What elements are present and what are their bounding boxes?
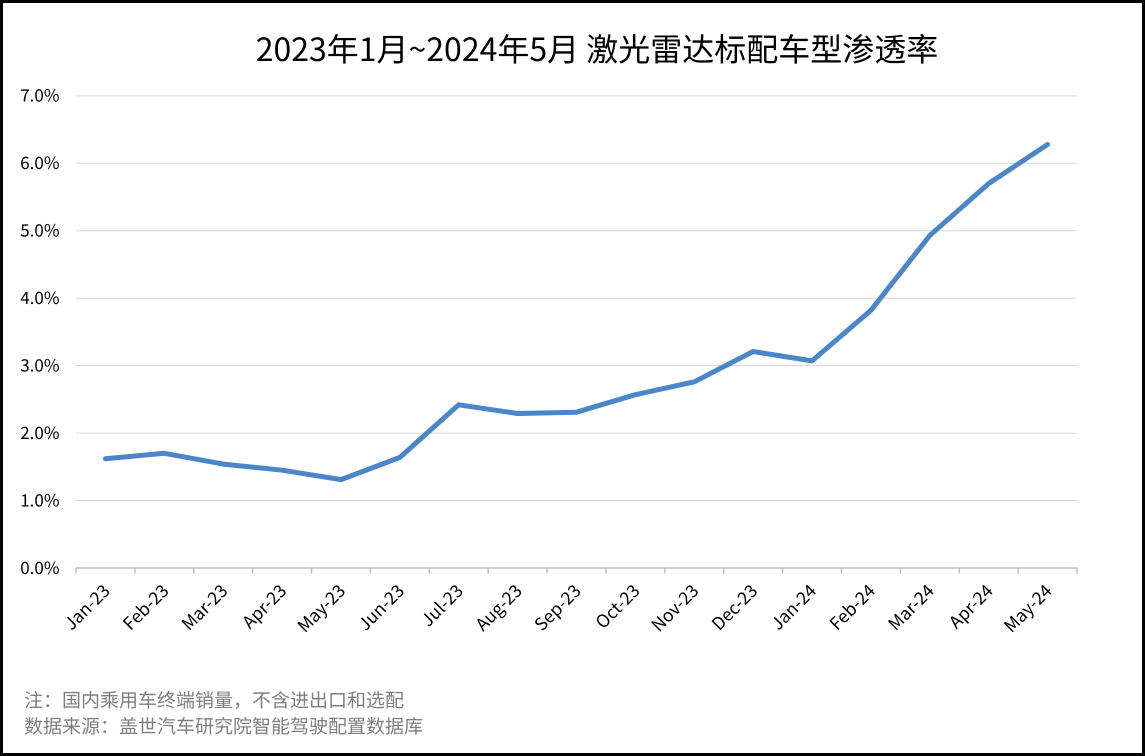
x-axis-tick-label: May-23	[292, 579, 351, 638]
note-source-text: 数据来源：盖世汽车研究院智能驾驶配置数据库	[24, 711, 424, 739]
y-axis-tick-label: 2.0%	[20, 419, 59, 444]
y-axis-tick-labels: 0.0% 1.0% 2.0% 3.0% 4.0% 5.0% 6.0% 7.0%	[20, 82, 59, 579]
series-line	[102, 141, 1051, 483]
y-axis-tick-label: 7.0%	[20, 82, 59, 107]
y-axis-tick-label: 0.0%	[20, 554, 59, 579]
x-axis-tick-label: Sep-23	[529, 579, 587, 637]
x-axis-tick-label: Feb-23	[117, 579, 174, 636]
x-axis-tick-label: Apr-24	[943, 578, 999, 634]
y-axis-tick-label: 1.0%	[20, 486, 59, 511]
gridlines	[76, 95, 1077, 502]
y-axis-tick-label: 3.0%	[20, 351, 59, 376]
y-axis-tick-label: 5.0%	[20, 217, 59, 242]
x-axis-tick-label: Jul-23	[415, 579, 468, 632]
x-axis-tick-label: Mar-24	[882, 578, 939, 635]
x-axis-tick-label: Apr-23	[236, 579, 291, 634]
y-axis-tick-label: 6.0%	[20, 149, 59, 174]
x-axis-tick-label: Aug-23	[470, 579, 528, 637]
x-axis-tick-label: Nov-23	[646, 579, 704, 637]
series-group	[102, 141, 1051, 483]
y-axis-tick-label: 4.0%	[20, 284, 59, 309]
x-axis-tick-label: May-24	[998, 578, 1057, 637]
note-text: 注：国内乘用车终端销量，不含进出口和选配	[24, 686, 405, 713]
x-axis	[75, 567, 1078, 574]
x-axis-tick-label: Jan-24	[765, 578, 822, 635]
chart-notes: 注：国内乘用车终端销量，不含进出口和选配 数据来源：盖世汽车研究院智能驾驶配置数…	[24, 687, 423, 738]
x-axis-tick-label: Jan-23	[58, 579, 115, 636]
x-axis-tick-label: Oct-23	[590, 579, 645, 634]
x-axis-tick-labels: Jan-23 Feb-23 Mar-23 Apr-23 May-23 Jun-23 Jul-…	[58, 578, 1057, 637]
x-axis-tick-label: Mar-23	[176, 579, 233, 636]
x-axis-tick-label: Feb-24	[824, 578, 881, 635]
x-axis-tick-label: Dec-23	[706, 579, 763, 636]
chart-title: 2023年1月~2024年5月 激光雷达标配车型渗透率	[255, 25, 939, 71]
x-axis-tick-label: Jun-23	[352, 579, 409, 636]
